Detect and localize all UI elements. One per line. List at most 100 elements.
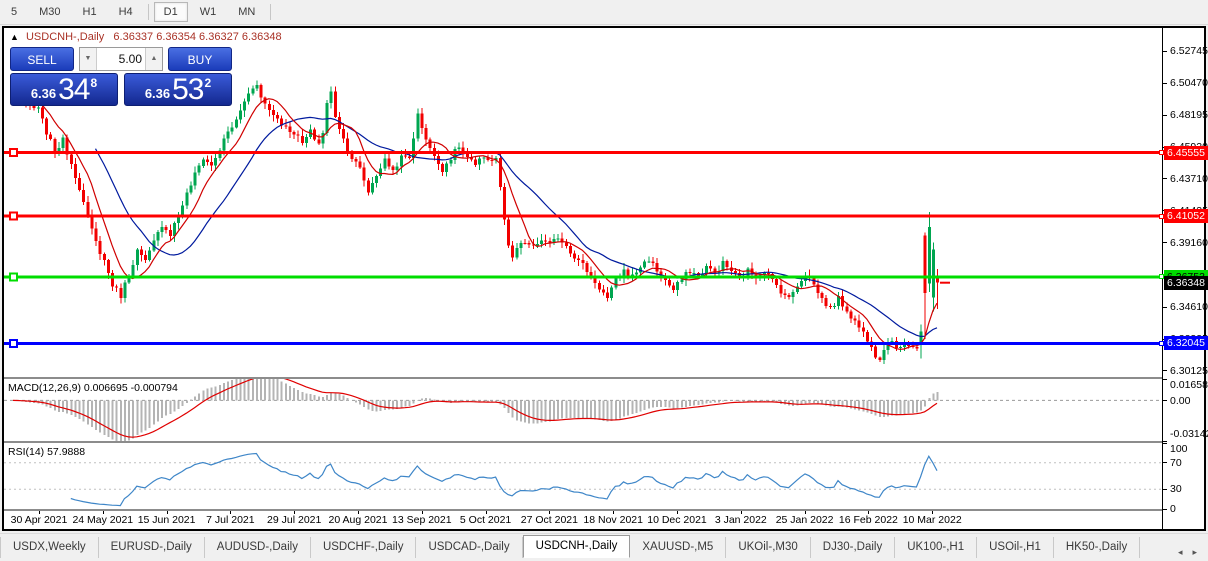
date-tick bbox=[677, 511, 678, 514]
axis-tick bbox=[1163, 462, 1167, 464]
chart-tab-audusd-daily[interactable]: AUDUSD-,Daily bbox=[205, 537, 311, 558]
chart-tab-usdchf-daily[interactable]: USDCHF-,Daily bbox=[311, 537, 417, 558]
rsi-line bbox=[70, 452, 938, 507]
current-price-label: 6.36348 bbox=[1164, 275, 1208, 290]
date-tick-label: 7 Jul 2021 bbox=[206, 514, 255, 526]
toolbar-separator bbox=[147, 4, 149, 20]
timeframe-button-h4[interactable]: H4 bbox=[118, 6, 133, 18]
buy-button[interactable]: BUY bbox=[168, 47, 232, 71]
axis-tick bbox=[1163, 378, 1167, 380]
collapse-indicator-icon[interactable]: ▲ bbox=[10, 32, 19, 42]
pane-separator[interactable] bbox=[4, 441, 1204, 443]
candles bbox=[12, 80, 939, 365]
date-tick bbox=[740, 511, 742, 514]
chart-tab-usoil-h1[interactable]: USOil-,H1 bbox=[977, 537, 1054, 558]
axis-tick bbox=[1163, 242, 1167, 244]
level-anchor-icon bbox=[1159, 274, 1164, 280]
date-tick-label: 20 Aug 2021 bbox=[328, 514, 388, 526]
pane-separator[interactable] bbox=[4, 509, 1204, 511]
sell-price-display[interactable]: 6.36 34 8 bbox=[10, 73, 118, 106]
rsi-tick-label: 30 bbox=[1170, 483, 1182, 496]
macd-chart[interactable] bbox=[4, 379, 1162, 441]
sell-button[interactable]: SELL bbox=[10, 47, 74, 71]
volume-spinner: ▼ ▲ bbox=[79, 47, 163, 71]
rsi-chart[interactable] bbox=[4, 443, 1162, 509]
axis-tick bbox=[1163, 508, 1167, 510]
axis-tick bbox=[1163, 306, 1167, 308]
level-price-label: 6.32045 bbox=[1164, 336, 1208, 351]
date-axis[interactable]: 30 Apr 2021 24 May 2021 15 Jun 2021 7 Jul 2… bbox=[4, 511, 1162, 529]
ma-fast-line bbox=[41, 98, 938, 350]
chart-tab-usdcnh-daily[interactable]: USDCNH-,Daily bbox=[522, 535, 631, 558]
ma-slow-line bbox=[94, 116, 938, 338]
rsi-tick-label: 70 bbox=[1170, 456, 1182, 469]
level-price-label: 6.45555 bbox=[1164, 145, 1208, 160]
date-tick bbox=[166, 511, 168, 514]
date-tick-label: 13 Sep 2021 bbox=[392, 514, 452, 526]
buy-price-display[interactable]: 6.36 53 2 bbox=[124, 73, 232, 106]
horizontal-level-lines bbox=[4, 148, 1162, 348]
axis-tick bbox=[1163, 442, 1167, 444]
timeframe-button-5[interactable]: 5 bbox=[11, 6, 18, 18]
current-price-marker bbox=[940, 281, 950, 284]
chart-title: ▲ USDCNH-,Daily 6.36337 6.36354 6.36327 … bbox=[10, 31, 282, 43]
chart-tab-dj30-daily[interactable]: DJ30-,Daily bbox=[811, 537, 896, 558]
chart-tab-ukoil-m30[interactable]: UKOil-,M30 bbox=[726, 537, 811, 558]
one-click-trading-panel: SELL ▼ ▲ BUY 6.36 34 8 6.36 53 2 bbox=[10, 47, 232, 106]
chart-tab-eurusd-daily[interactable]: EURUSD-,Daily bbox=[99, 537, 205, 558]
date-tick bbox=[39, 511, 40, 514]
axis-tick bbox=[1163, 370, 1167, 372]
rsi-tick-label: 0 bbox=[1170, 503, 1176, 515]
timeframe-button-d1[interactable]: D1 bbox=[153, 2, 188, 22]
chart-tab-uk100-h1[interactable]: UK100-,H1 bbox=[895, 537, 978, 558]
timeframe-button-w1[interactable]: W1 bbox=[199, 6, 217, 18]
timeframe-button-h1[interactable]: H1 bbox=[82, 6, 97, 18]
macd-tick-label: 0.00 bbox=[1170, 395, 1191, 408]
price-tick-label: 6.39160 bbox=[1170, 236, 1208, 249]
macd-signal-line bbox=[12, 379, 938, 438]
macd-tick-label: -0.031421 bbox=[1170, 428, 1208, 440]
timeframe-toolbar: 5 M30 H1 H4 D1 W1 MN bbox=[0, 0, 1208, 25]
buy-price-pip: 2 bbox=[204, 76, 212, 90]
date-tick-label: 3 Jan 2022 bbox=[714, 514, 767, 526]
buy-price-prefix: 6.36 bbox=[144, 86, 171, 101]
timeframe-button-m30[interactable]: M30 bbox=[39, 6, 61, 18]
date-tick bbox=[868, 511, 870, 514]
axis-tick bbox=[1163, 82, 1167, 84]
chart-tab-xauusd-m5[interactable]: XAUUSD-,M5 bbox=[630, 537, 727, 558]
date-tick-label: 18 Nov 2021 bbox=[583, 514, 643, 526]
volume-increase-icon[interactable]: ▲ bbox=[145, 48, 162, 70]
price-tick-label: 6.48195 bbox=[1170, 109, 1208, 122]
tab-scroll-right-icon[interactable]: ▸ bbox=[1192, 547, 1197, 557]
toolbar-separator bbox=[270, 4, 272, 20]
date-tick-label: 5 Oct 2021 bbox=[459, 514, 512, 526]
volume-input[interactable] bbox=[97, 48, 145, 70]
axis-tick bbox=[1163, 50, 1167, 52]
timeframe-button-mn[interactable]: MN bbox=[238, 6, 256, 18]
level-anchor-icon bbox=[1159, 340, 1164, 346]
date-tick-label: 29 Jul 2021 bbox=[267, 514, 322, 526]
tab-scroll-left-icon[interactable]: ◂ bbox=[1177, 547, 1183, 557]
date-tick bbox=[804, 511, 806, 514]
date-tick bbox=[230, 511, 232, 514]
pane-separator[interactable] bbox=[4, 377, 1204, 379]
chart-tab-bar: USDX,Weekly EURUSD-,Daily AUDUSD-,Daily USD… bbox=[0, 533, 1208, 558]
chart-tab-usdcad-daily[interactable]: USDCAD-,Daily bbox=[416, 537, 523, 558]
price-chart[interactable] bbox=[4, 28, 1162, 377]
price-tick-label: 6.50470 bbox=[1170, 77, 1208, 90]
chart-tab-hk50-daily[interactable]: HK50-,Daily bbox=[1054, 537, 1141, 558]
date-tick bbox=[358, 511, 359, 514]
price-axis[interactable]: 6.527456.504706.481956.459206.437106.414… bbox=[1159, 28, 1208, 529]
rsi-label: RSI(14) 57.9888 bbox=[8, 446, 86, 458]
buy-price-main: 53 bbox=[172, 73, 204, 106]
date-tick bbox=[932, 511, 934, 514]
date-tick-label: 10 Dec 2021 bbox=[647, 514, 707, 526]
date-tick-label: 16 Feb 2022 bbox=[838, 514, 898, 526]
date-tick bbox=[421, 511, 423, 514]
volume-decrease-icon[interactable]: ▼ bbox=[80, 48, 97, 70]
rsi-tick-label: 100 bbox=[1170, 443, 1188, 455]
sell-price-pip: 8 bbox=[90, 76, 98, 90]
axis-tick bbox=[1163, 399, 1167, 401]
chart-tab-usdx-weekly[interactable]: USDX,Weekly bbox=[0, 537, 99, 558]
price-tick-label: 6.30125 bbox=[1170, 364, 1208, 377]
